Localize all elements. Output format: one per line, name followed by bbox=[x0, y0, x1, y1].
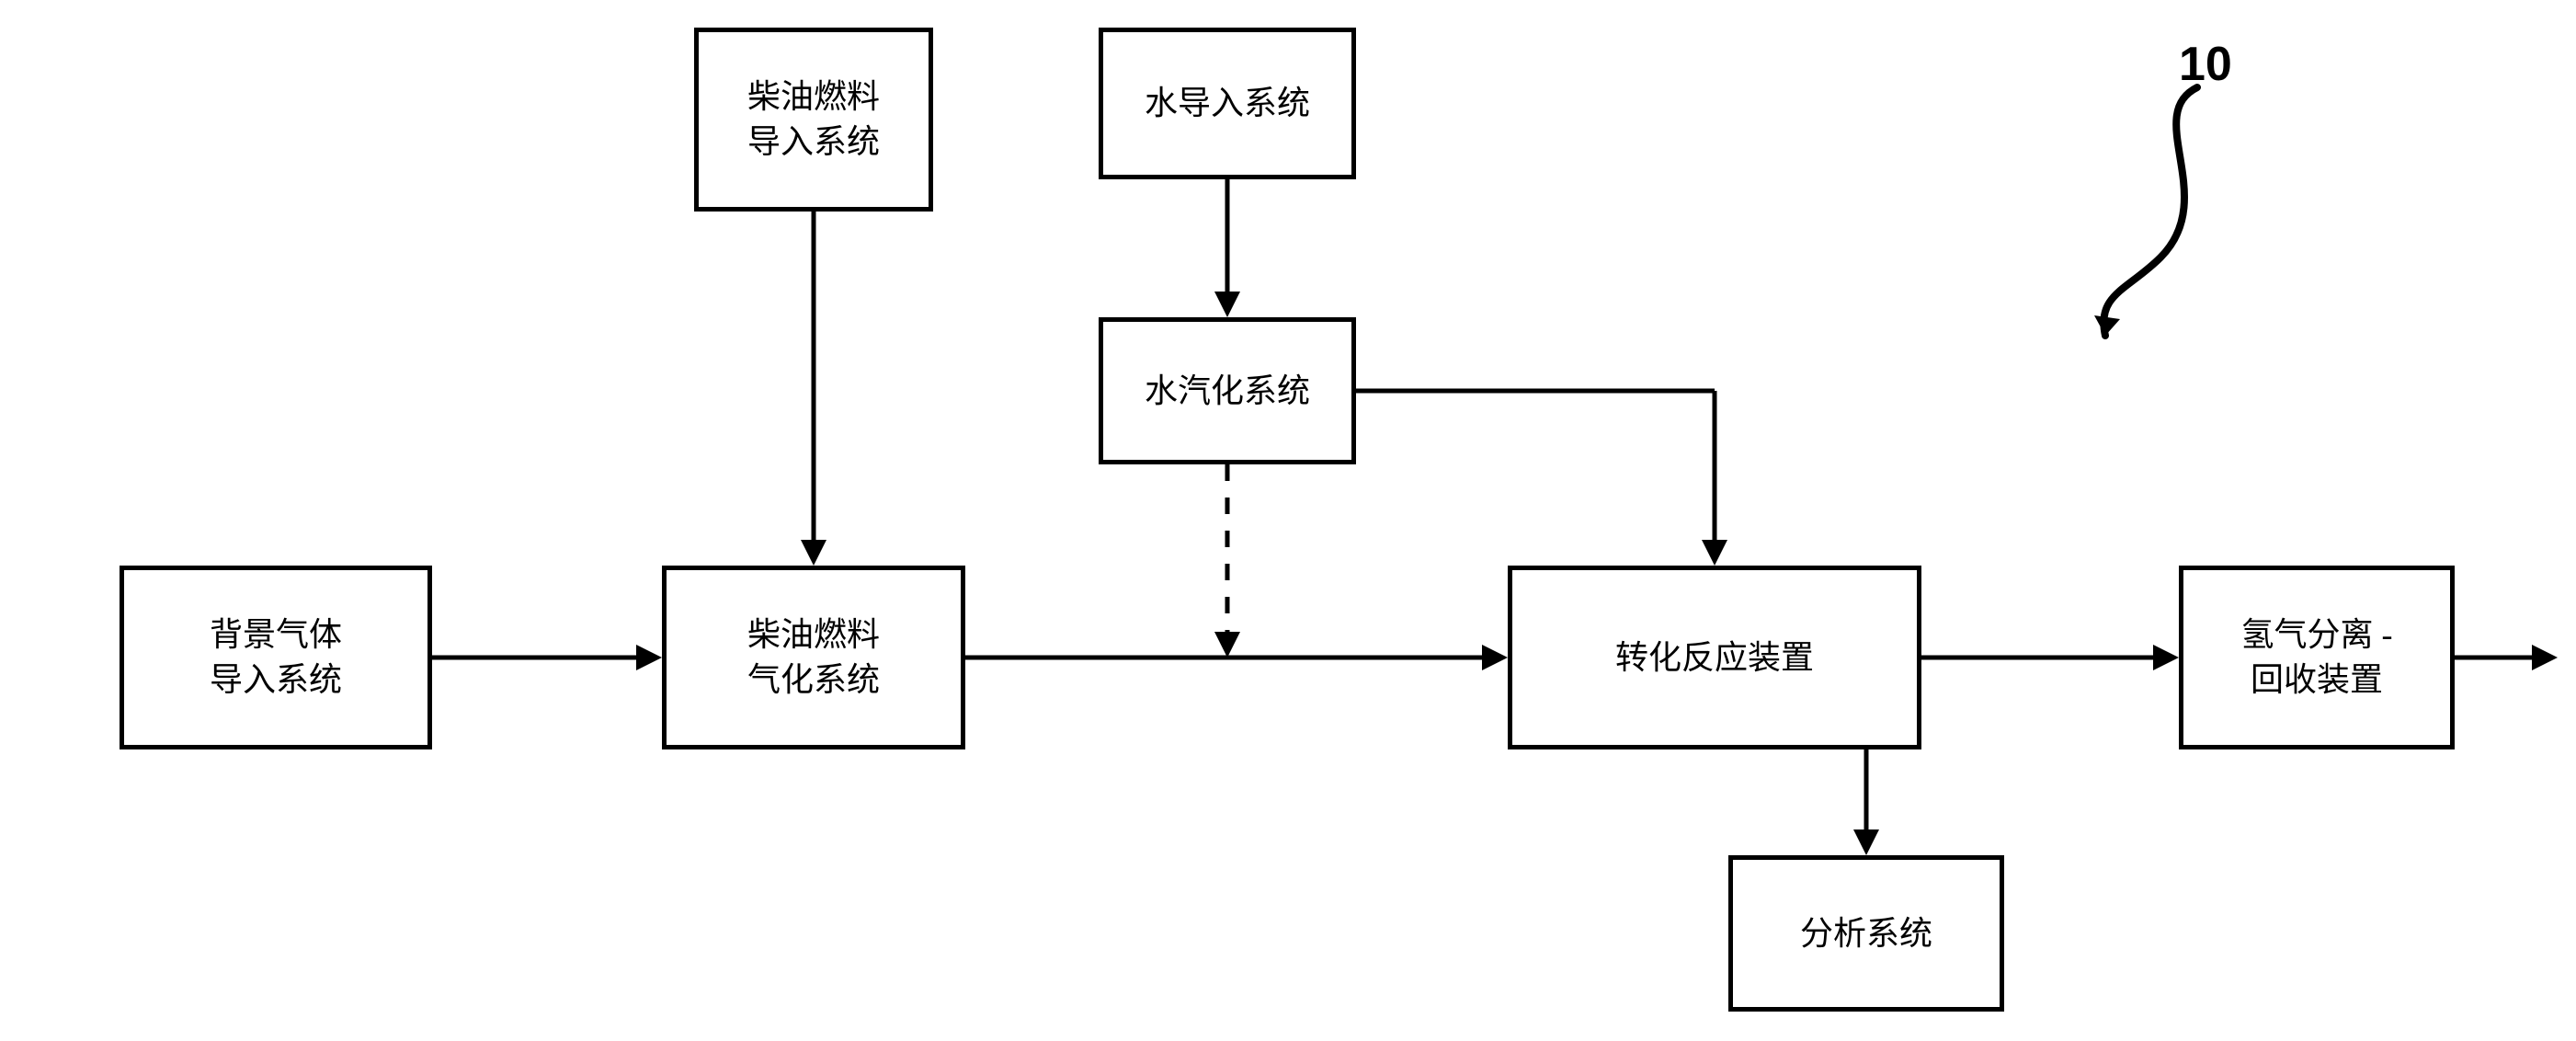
node-diesel-vap: 柴油燃料 气化系统 bbox=[662, 566, 965, 749]
diagram-canvas: 背景气体 导入系统 柴油燃料 导入系统 柴油燃料 气化系统 水导入系统 水汽化系… bbox=[0, 0, 2576, 1041]
node-bg-gas: 背景气体 导入系统 bbox=[120, 566, 432, 749]
figure-number: 10 bbox=[2179, 37, 2232, 92]
node-label: 柴油燃料 气化系统 bbox=[747, 612, 880, 702]
node-label: 水导入系统 bbox=[1145, 81, 1310, 126]
figure-number-label: 10 bbox=[2179, 38, 2232, 91]
node-h2-sep: 氢气分离 - 回收装置 bbox=[2179, 566, 2455, 749]
node-label: 水汽化系统 bbox=[1145, 369, 1310, 414]
node-label: 转化反应装置 bbox=[1615, 635, 1814, 681]
node-label: 柴油燃料 导入系统 bbox=[747, 74, 880, 164]
node-label: 背景气体 导入系统 bbox=[210, 612, 342, 702]
node-water-in: 水导入系统 bbox=[1099, 28, 1356, 179]
node-label: 氢气分离 - 回收装置 bbox=[2241, 612, 2393, 702]
node-water-vap: 水汽化系统 bbox=[1099, 317, 1356, 464]
node-diesel-in: 柴油燃料 导入系统 bbox=[694, 28, 933, 212]
figure-number-curve bbox=[2078, 78, 2225, 354]
node-reformer: 转化反应装置 bbox=[1508, 566, 1921, 749]
node-analysis: 分析系统 bbox=[1728, 855, 2004, 1012]
node-label: 分析系统 bbox=[1800, 911, 1932, 956]
